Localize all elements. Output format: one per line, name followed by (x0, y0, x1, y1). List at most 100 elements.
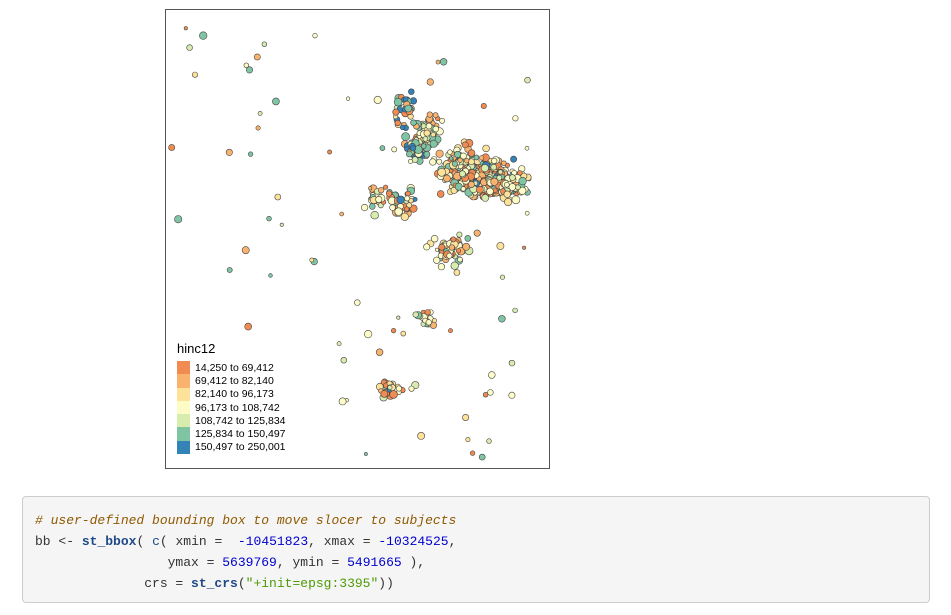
map-point (437, 263, 446, 271)
map-point (498, 315, 506, 323)
map-point (461, 141, 469, 149)
map-point (361, 203, 369, 212)
map-point (436, 158, 443, 165)
map-point (425, 319, 432, 326)
map-point (395, 385, 402, 392)
map-point (393, 97, 403, 107)
legend-swatch (177, 387, 190, 401)
map-point (432, 112, 439, 119)
map-point (425, 122, 433, 130)
map-point (423, 151, 431, 158)
map-point (422, 136, 429, 142)
code-assign: <- (58, 534, 75, 549)
map-point (464, 235, 472, 242)
map-point (438, 243, 446, 251)
map-point (410, 119, 417, 126)
legend-item: 108,742 to 125,834 (177, 414, 286, 428)
map-point (480, 103, 487, 110)
map-point (400, 330, 407, 337)
map-point (346, 96, 351, 101)
map-point (426, 78, 434, 86)
map-point (394, 119, 401, 127)
map-point (473, 154, 480, 161)
code-line-1: # user-defined bounding box to move sloc… (35, 510, 917, 531)
code-fn-st-bbox: st_bbox (81, 534, 137, 549)
map-point (443, 174, 451, 183)
map-point (409, 145, 417, 152)
map-point (244, 322, 252, 331)
map-point (456, 231, 463, 238)
map-point (448, 244, 456, 251)
map-point (467, 181, 475, 189)
map-point (430, 131, 436, 138)
map-point (491, 157, 498, 164)
map-point (423, 129, 431, 137)
map-point (354, 299, 361, 306)
map-point (431, 318, 437, 324)
map-point (272, 97, 280, 106)
map-point (327, 149, 332, 155)
map-point (429, 139, 438, 148)
map-point (496, 174, 503, 181)
map-point (470, 450, 476, 456)
legend-label: 125,834 to 150,497 (195, 428, 286, 441)
code-var-bb: bb (35, 534, 51, 549)
map-point (338, 397, 347, 406)
legend-swatch (177, 414, 190, 428)
map-point (511, 195, 521, 205)
map-point (279, 222, 284, 227)
map-point (274, 193, 282, 201)
map-point (464, 158, 470, 164)
map-point (488, 371, 496, 379)
map-point (364, 330, 373, 339)
map-point (468, 158, 475, 165)
legend-item: 14,250 to 69,412 (177, 361, 286, 375)
map-point (497, 169, 503, 175)
legend-label: 96,173 to 108,742 (195, 401, 280, 414)
map-point (448, 328, 453, 334)
map-point (396, 315, 401, 320)
map-point (404, 195, 410, 202)
map-point (432, 125, 439, 133)
map-point (379, 145, 386, 151)
code-line-4: crs = st_crs("+init=epsg:3395")) (144, 576, 394, 591)
map-point (412, 311, 419, 318)
map-point (386, 190, 393, 197)
map-point (515, 184, 521, 191)
map-point (336, 341, 342, 347)
map-point (199, 31, 208, 40)
map-point (339, 211, 344, 217)
map-point (247, 151, 254, 157)
map-point (508, 359, 516, 367)
map-point (225, 148, 233, 156)
map-point (373, 95, 382, 104)
legend-item: 150,497 to 250,001 (177, 440, 286, 455)
map-point (512, 115, 519, 122)
map-point (183, 26, 188, 31)
code-block[interactable]: # user-defined bounding box to move sloc… (22, 496, 930, 603)
map-point (435, 149, 444, 158)
map-point (375, 196, 383, 204)
map-point (383, 184, 389, 190)
map-point (522, 245, 527, 250)
code-fn-c: c (152, 534, 160, 549)
legend-label: 14,250 to 69,412 (195, 361, 274, 374)
legend-item: 69,412 to 82,140 (177, 374, 286, 388)
map-point (453, 269, 461, 276)
map-point (391, 146, 398, 153)
map-point (241, 246, 250, 255)
map-point (375, 348, 384, 356)
map-point (439, 117, 445, 124)
map-point (404, 206, 410, 212)
map-point (501, 160, 507, 166)
map-point (174, 215, 183, 224)
map-point (508, 183, 517, 191)
legend-label: 69,412 to 82,140 (195, 374, 274, 387)
map-point (420, 143, 427, 149)
code-key-xmax: xmax (323, 534, 355, 549)
map-point (406, 202, 413, 209)
map-point (473, 229, 481, 237)
map-point (462, 242, 471, 251)
map-point (380, 390, 389, 398)
map-point (429, 158, 437, 166)
